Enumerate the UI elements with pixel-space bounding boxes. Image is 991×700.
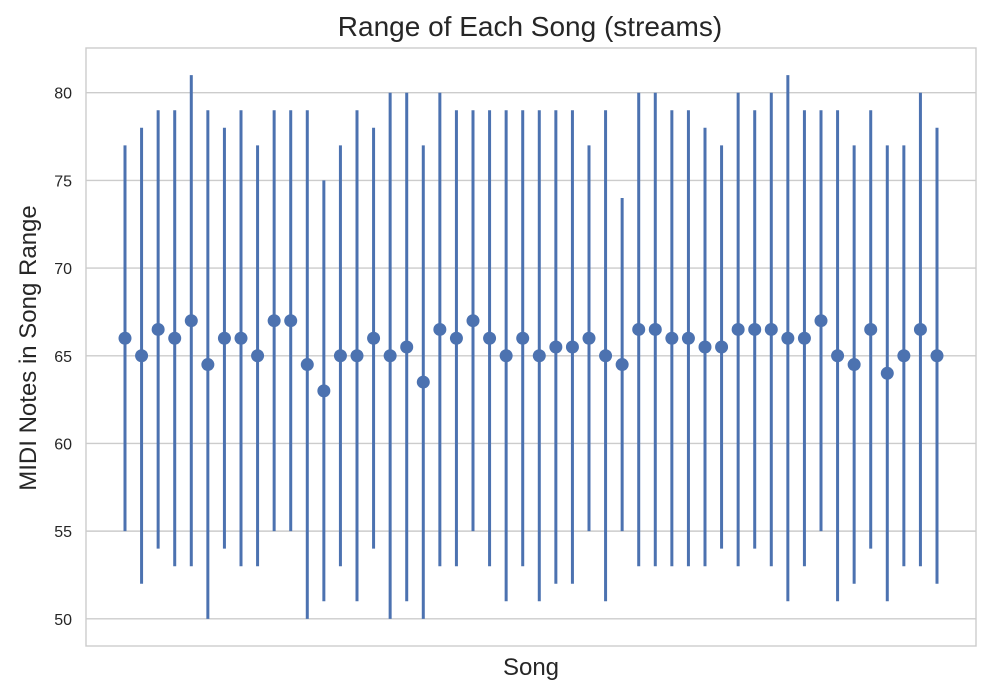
mean-point-38 bbox=[731, 322, 745, 336]
plot-frame bbox=[85, 47, 977, 647]
y-tick-label-55: 55 bbox=[54, 524, 72, 541]
mean-point-29 bbox=[582, 331, 596, 345]
mean-point-45 bbox=[847, 358, 861, 372]
mean-point-7 bbox=[217, 331, 231, 345]
mean-point-35 bbox=[681, 331, 695, 345]
mean-point-46 bbox=[864, 322, 878, 336]
mean-point-8 bbox=[234, 331, 248, 345]
mean-point-41 bbox=[781, 331, 795, 345]
mean-point-25 bbox=[516, 331, 530, 345]
mean-point-34 bbox=[665, 331, 679, 345]
mean-point-13 bbox=[317, 384, 331, 398]
mean-point-32 bbox=[632, 322, 646, 336]
mean-point-2 bbox=[135, 349, 149, 363]
mean-point-43 bbox=[814, 314, 828, 328]
mean-point-16 bbox=[367, 331, 381, 345]
mean-point-26 bbox=[532, 349, 546, 363]
mean-point-48 bbox=[897, 349, 911, 363]
mean-point-40 bbox=[764, 322, 778, 336]
mean-point-20 bbox=[433, 322, 447, 336]
x-axis-label: Song bbox=[503, 654, 559, 681]
mean-point-47 bbox=[880, 366, 894, 380]
y-tick-label-70: 70 bbox=[54, 261, 72, 278]
mean-point-36 bbox=[698, 340, 712, 354]
chart-title: Range of Each Song (streams) bbox=[338, 11, 722, 42]
mean-point-4 bbox=[168, 331, 182, 345]
mean-point-30 bbox=[599, 349, 613, 363]
mean-point-22 bbox=[466, 314, 480, 328]
mean-point-11 bbox=[284, 314, 298, 328]
y-tick-label-80: 80 bbox=[54, 86, 72, 103]
mean-point-23 bbox=[483, 331, 497, 345]
mean-point-12 bbox=[300, 358, 314, 372]
mean-point-27 bbox=[549, 340, 563, 354]
mean-point-21 bbox=[449, 331, 463, 345]
mean-point-49 bbox=[913, 322, 927, 336]
y-axis-label: MIDI Notes in Song Range bbox=[15, 205, 42, 490]
mean-point-5 bbox=[184, 314, 198, 328]
mean-point-33 bbox=[648, 322, 662, 336]
mean-point-37 bbox=[715, 340, 729, 354]
mean-point-42 bbox=[797, 331, 811, 345]
mean-point-19 bbox=[416, 375, 430, 389]
mean-point-3 bbox=[151, 322, 165, 336]
mean-point-50 bbox=[930, 349, 944, 363]
plot-area: 50 55 60 65 70 75 80 bbox=[54, 47, 977, 647]
mean-point-10 bbox=[267, 314, 281, 328]
mean-point-28 bbox=[565, 340, 579, 354]
mean-point-18 bbox=[400, 340, 414, 354]
mean-point-1 bbox=[118, 331, 132, 345]
mean-point-9 bbox=[251, 349, 265, 363]
mean-point-24 bbox=[499, 349, 513, 363]
mean-point-17 bbox=[383, 349, 397, 363]
y-tick-label-60: 60 bbox=[54, 436, 72, 453]
mean-point-31 bbox=[615, 358, 629, 372]
mean-point-44 bbox=[831, 349, 845, 363]
y-tick-label-75: 75 bbox=[54, 173, 72, 190]
mean-point-15 bbox=[350, 349, 364, 363]
y-tick-label-65: 65 bbox=[54, 349, 72, 366]
mean-point-6 bbox=[201, 358, 215, 372]
y-tick-label-50: 50 bbox=[54, 612, 72, 629]
mean-point-39 bbox=[748, 322, 762, 336]
mean-point-14 bbox=[333, 349, 347, 363]
